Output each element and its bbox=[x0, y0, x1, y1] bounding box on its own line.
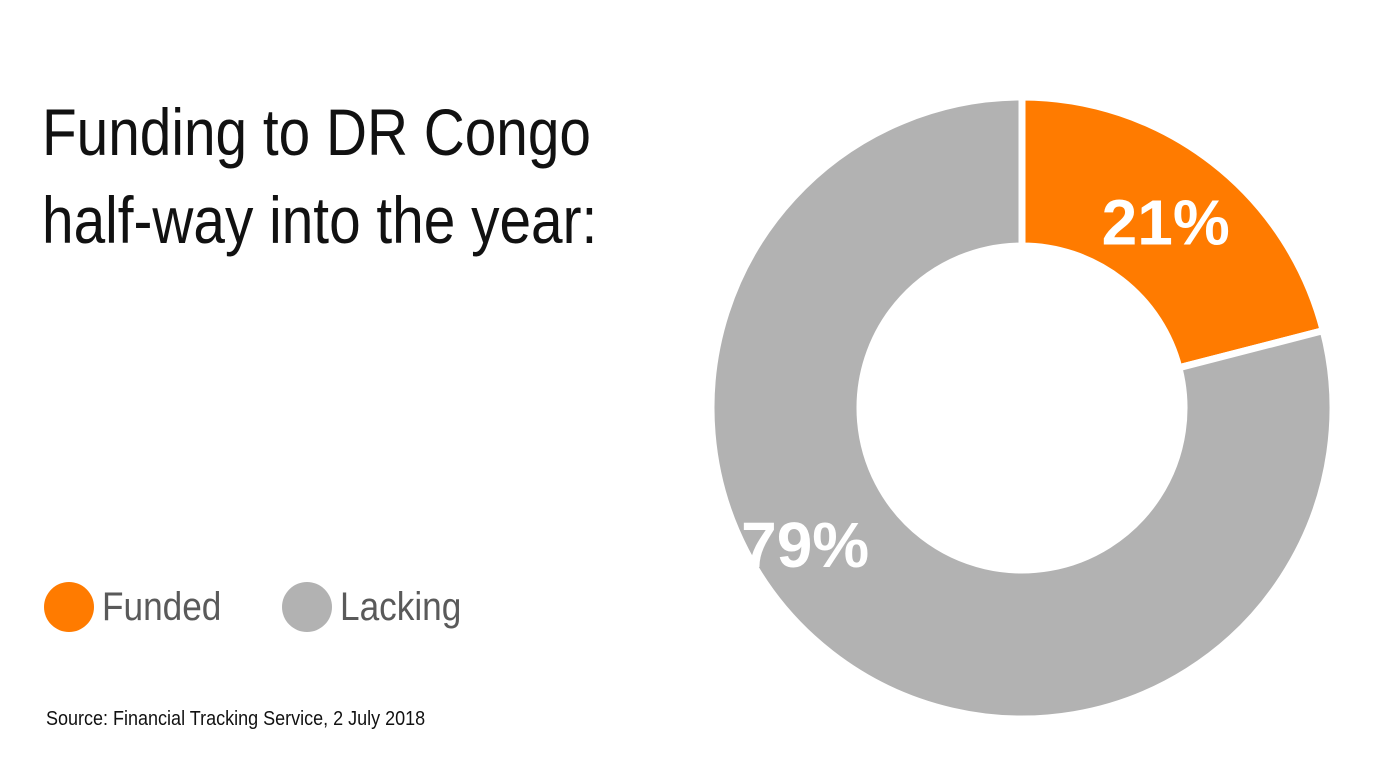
legend-item-lacking: Lacking bbox=[281, 582, 478, 632]
chart-title-line-2: half-way into the year: bbox=[42, 183, 598, 257]
slice-label-lacking: 79% bbox=[741, 509, 869, 581]
legend-swatch-lacking bbox=[281, 582, 332, 632]
donut-slice-labels: 21% 79% bbox=[741, 187, 1230, 581]
chart-title: Funding to DR Congo half-way into the ye… bbox=[42, 88, 644, 264]
donut-slice-lacking bbox=[707, 93, 1337, 723]
donut-slices bbox=[707, 93, 1337, 723]
donut-slice-funded bbox=[1018, 93, 1328, 372]
legend-swatch-funded bbox=[44, 582, 94, 632]
chart-legend: Funded Lacking bbox=[44, 582, 522, 632]
legend-label-funded: Funded bbox=[102, 584, 222, 629]
legend-item-funded: Funded bbox=[44, 582, 238, 632]
source-note: Source: Financial Tracking Service, 2 Ju… bbox=[46, 708, 426, 730]
chart-title-line-1: Funding to DR Congo bbox=[42, 95, 592, 169]
legend-label-lacking: Lacking bbox=[339, 584, 462, 629]
slice-label-funded: 21% bbox=[1102, 187, 1230, 259]
